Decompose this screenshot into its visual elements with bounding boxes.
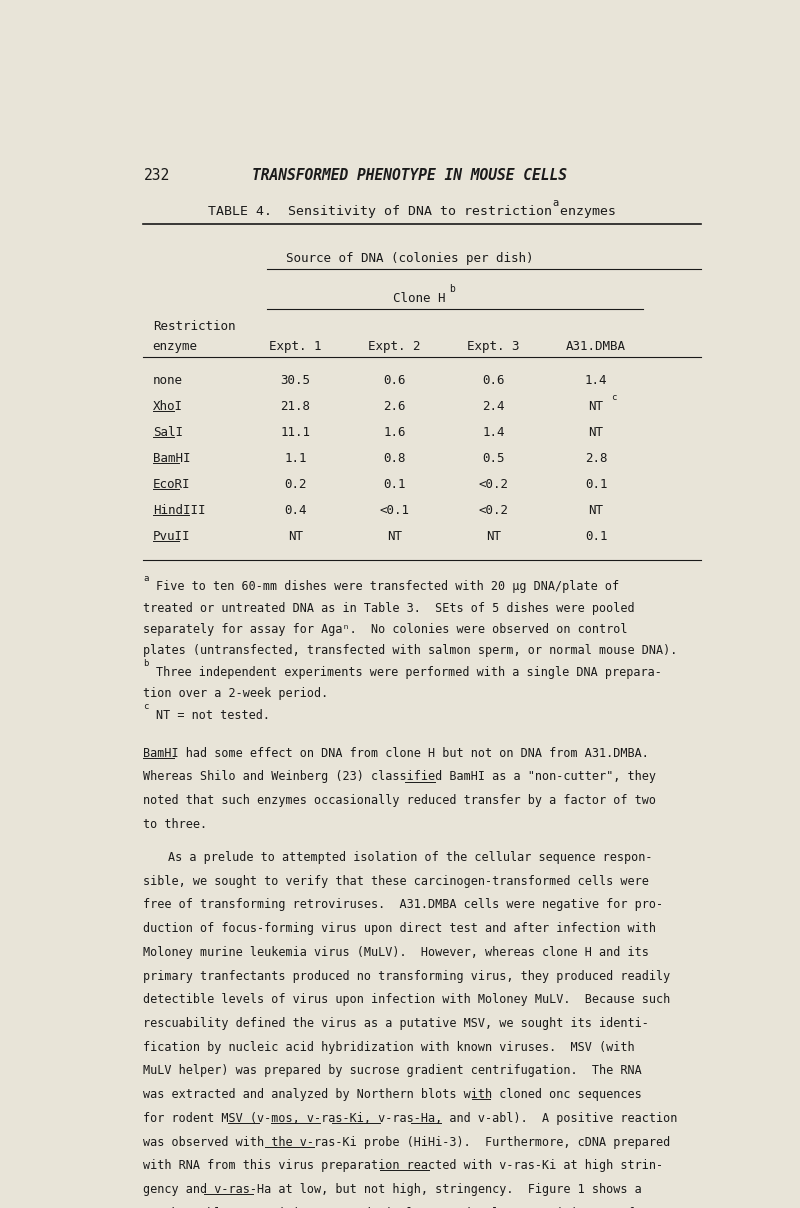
Text: <0.1: <0.1 bbox=[379, 504, 410, 517]
Text: noted that such enzymes occasionally reduced transfer by a factor of two: noted that such enzymes occasionally red… bbox=[143, 794, 656, 807]
Text: 0.2: 0.2 bbox=[284, 478, 306, 490]
Text: Northern blot containing rescued viral RNA and polyA containing RNA from: Northern blot containing rescued viral R… bbox=[143, 1207, 656, 1208]
Text: b: b bbox=[449, 285, 455, 295]
Text: was extracted and analyzed by Northern blots with cloned onc sequences: was extracted and analyzed by Northern b… bbox=[143, 1088, 642, 1102]
Text: Expt. 3: Expt. 3 bbox=[467, 341, 520, 353]
Text: Three independent experiments were performed with a single DNA prepara-: Three independent experiments were perfo… bbox=[156, 666, 662, 679]
Text: none: none bbox=[153, 373, 182, 387]
Text: plates (untransfected, transfected with salmon sperm, or normal mouse DNA).: plates (untransfected, transfected with … bbox=[143, 644, 678, 657]
Text: HindIII: HindIII bbox=[153, 504, 205, 517]
Text: Whereas Shilo and Weinberg (23) classified BamHI as a "non-cutter", they: Whereas Shilo and Weinberg (23) classifi… bbox=[143, 771, 656, 784]
Text: As a prelude to attempted isolation of the cellular sequence respon-: As a prelude to attempted isolation of t… bbox=[168, 850, 653, 864]
Text: Source of DNA (colonies per dish): Source of DNA (colonies per dish) bbox=[286, 252, 534, 265]
Text: 0.1: 0.1 bbox=[383, 478, 406, 490]
Text: separately for assay for Agaⁿ.  No colonies were observed on control: separately for assay for Agaⁿ. No coloni… bbox=[143, 623, 628, 637]
Text: XhoI: XhoI bbox=[153, 400, 182, 413]
Text: 2.6: 2.6 bbox=[383, 400, 406, 413]
Text: NT: NT bbox=[589, 426, 603, 439]
Text: 1.4: 1.4 bbox=[585, 373, 607, 387]
Text: Expt. 2: Expt. 2 bbox=[368, 341, 421, 353]
Text: 0.5: 0.5 bbox=[482, 452, 505, 465]
Text: 0.1: 0.1 bbox=[585, 478, 607, 490]
Text: a: a bbox=[143, 574, 149, 582]
Text: PvuII: PvuII bbox=[153, 530, 190, 544]
Text: enzyme: enzyme bbox=[153, 341, 198, 353]
Text: Moloney murine leukemia virus (MuLV).  However, whereas clone H and its: Moloney murine leukemia virus (MuLV). Ho… bbox=[143, 946, 650, 959]
Text: NT: NT bbox=[589, 400, 603, 413]
Text: 2.4: 2.4 bbox=[482, 400, 505, 413]
Text: fication by nucleic acid hybridization with known viruses.  MSV (with: fication by nucleic acid hybridization w… bbox=[143, 1041, 635, 1053]
Text: NT: NT bbox=[589, 504, 603, 517]
Text: 232: 232 bbox=[143, 168, 170, 184]
Text: b: b bbox=[143, 660, 149, 668]
Text: <0.2: <0.2 bbox=[478, 478, 509, 490]
Text: c: c bbox=[143, 702, 149, 712]
Text: 0.8: 0.8 bbox=[383, 452, 406, 465]
Text: Expt. 1: Expt. 1 bbox=[269, 341, 322, 353]
Text: treated or untreated DNA as in Table 3.  SEts of 5 dishes were pooled: treated or untreated DNA as in Table 3. … bbox=[143, 602, 635, 615]
Text: 1.4: 1.4 bbox=[482, 426, 505, 439]
Text: sible, we sought to verify that these carcinogen-transformed cells were: sible, we sought to verify that these ca… bbox=[143, 875, 650, 888]
Text: 0.6: 0.6 bbox=[383, 373, 406, 387]
Text: 11.1: 11.1 bbox=[280, 426, 310, 439]
Text: was observed with the v-ras-Ki probe (HiHi-3).  Furthermore, cDNA prepared: was observed with the v-ras-Ki probe (Hi… bbox=[143, 1136, 670, 1149]
Text: TABLE 4.  Sensitivity of DNA to restriction enzymes: TABLE 4. Sensitivity of DNA to restricti… bbox=[209, 205, 617, 219]
Text: TRANSFORMED PHENOTYPE IN MOUSE CELLS: TRANSFORMED PHENOTYPE IN MOUSE CELLS bbox=[253, 168, 567, 184]
Text: duction of focus-forming virus upon direct test and after infection with: duction of focus-forming virus upon dire… bbox=[143, 922, 656, 935]
Text: BamHI: BamHI bbox=[153, 452, 190, 465]
Text: Five to ten 60-mm dishes were transfected with 20 μg DNA/plate of: Five to ten 60-mm dishes were transfecte… bbox=[156, 580, 619, 593]
Text: primary tranfectants produced no transforming virus, they produced readily: primary tranfectants produced no transfo… bbox=[143, 970, 670, 982]
Text: 0.4: 0.4 bbox=[284, 504, 306, 517]
Text: 1.1: 1.1 bbox=[284, 452, 306, 465]
Text: c: c bbox=[611, 394, 617, 402]
Text: to three.: to three. bbox=[143, 818, 207, 831]
Text: MuLV helper) was prepared by sucrose gradient centrifugation.  The RNA: MuLV helper) was prepared by sucrose gra… bbox=[143, 1064, 642, 1078]
Text: tion over a 2-week period.: tion over a 2-week period. bbox=[143, 687, 329, 701]
Text: NT: NT bbox=[486, 530, 501, 544]
Text: 1.6: 1.6 bbox=[383, 426, 406, 439]
Text: EcoRI: EcoRI bbox=[153, 478, 190, 490]
Text: with RNA from this virus preparation reacted with v-ras-Ki at high strin-: with RNA from this virus preparation rea… bbox=[143, 1160, 663, 1172]
Text: SalI: SalI bbox=[153, 426, 182, 439]
Text: NT = not tested.: NT = not tested. bbox=[156, 709, 270, 721]
Text: gency and v-ras-Ha at low, but not high, stringency.  Figure 1 shows a: gency and v-ras-Ha at low, but not high,… bbox=[143, 1183, 642, 1196]
Text: 30.5: 30.5 bbox=[280, 373, 310, 387]
Text: BamHI had some effect on DNA from clone H but not on DNA from A31.DMBA.: BamHI had some effect on DNA from clone … bbox=[143, 747, 650, 760]
Text: Restriction: Restriction bbox=[153, 320, 235, 333]
Text: Clone H: Clone H bbox=[393, 292, 446, 304]
Text: 2.8: 2.8 bbox=[585, 452, 607, 465]
Text: NT: NT bbox=[387, 530, 402, 544]
Text: detectible levels of virus upon infection with Moloney MuLV.  Because such: detectible levels of virus upon infectio… bbox=[143, 993, 670, 1006]
Text: free of transforming retroviruses.  A31.DMBA cells were negative for pro-: free of transforming retroviruses. A31.D… bbox=[143, 899, 663, 911]
Text: 0.6: 0.6 bbox=[482, 373, 505, 387]
Text: for rodent MSV (v-mos, v-ras-Ki, v-ras-Ha, and v-abl).  A positive reaction: for rodent MSV (v-mos, v-ras-Ki, v-ras-H… bbox=[143, 1111, 678, 1125]
Text: <0.2: <0.2 bbox=[478, 504, 509, 517]
Text: 0.1: 0.1 bbox=[585, 530, 607, 544]
Text: rescuability defined the virus as a putative MSV, we sought its identi-: rescuability defined the virus as a puta… bbox=[143, 1017, 650, 1030]
Text: A31.DMBA: A31.DMBA bbox=[566, 341, 626, 353]
Text: 21.8: 21.8 bbox=[280, 400, 310, 413]
Text: NT: NT bbox=[288, 530, 302, 544]
Text: a: a bbox=[553, 198, 559, 208]
